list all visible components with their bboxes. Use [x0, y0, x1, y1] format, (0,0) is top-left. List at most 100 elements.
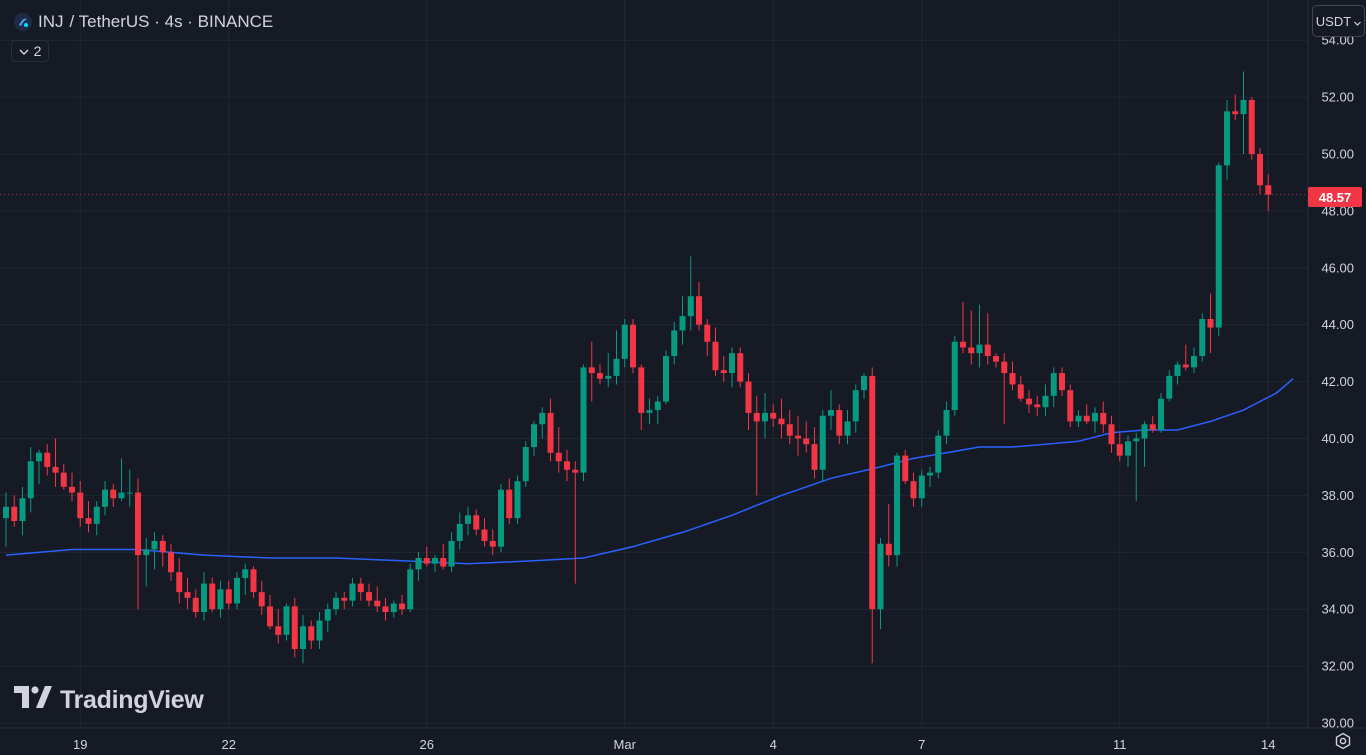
- candle-up: [1141, 421, 1148, 467]
- candle-body: [885, 543, 892, 556]
- candle-down: [564, 449, 570, 482]
- candle-up: [316, 612, 323, 650]
- candle-body: [102, 489, 108, 507]
- candle-body: [1199, 319, 1206, 356]
- candle-down: [341, 592, 348, 610]
- candle-up: [201, 572, 207, 621]
- price-tick-label: 40.00: [1321, 431, 1354, 446]
- candle-down: [960, 301, 966, 354]
- candle-down: [770, 404, 777, 428]
- candle-body: [778, 418, 785, 425]
- candle-body: [786, 424, 793, 436]
- candle-body: [1125, 441, 1131, 456]
- candle-up: [927, 466, 933, 487]
- candle-body: [1191, 355, 1197, 368]
- candle-body: [729, 353, 735, 374]
- candle-body: [861, 375, 867, 391]
- candle-down: [267, 594, 273, 630]
- candle-down: [753, 395, 760, 496]
- price-tick-label: 52.00: [1321, 90, 1354, 105]
- candle-body: [60, 472, 67, 487]
- candle-down: [69, 472, 75, 502]
- candle-body: [646, 410, 653, 413]
- candle-up: [1133, 432, 1140, 502]
- candle-down: [910, 472, 917, 507]
- candle-down: [572, 461, 579, 584]
- candle-body: [506, 489, 513, 519]
- tradingview-logo-icon: [14, 685, 52, 715]
- candle-body: [564, 461, 570, 470]
- candle-body: [1232, 111, 1239, 115]
- candle-body: [19, 498, 26, 522]
- candle-body: [927, 472, 933, 476]
- candle-up: [1125, 435, 1131, 467]
- candle-up: [143, 538, 150, 587]
- candle-up: [1050, 367, 1057, 408]
- candle-body: [811, 444, 818, 470]
- candle-up: [852, 384, 859, 433]
- candle-down: [275, 609, 282, 644]
- candle-down: [11, 495, 18, 527]
- candle-up: [1191, 347, 1197, 374]
- candle-down: [885, 503, 892, 567]
- last-price-label: 48.57: [1308, 187, 1362, 207]
- candle-body: [869, 375, 876, 610]
- symbol-header[interactable]: INJ / TetherUS · 4s · BINANCE: [14, 10, 273, 34]
- time-tick-label: 19: [73, 737, 87, 752]
- candle-body: [1034, 404, 1041, 408]
- currency-selector-button[interactable]: USDT: [1312, 5, 1365, 37]
- candle-down: [720, 355, 727, 382]
- candle-down: [1265, 173, 1272, 211]
- candle-down: [399, 594, 405, 615]
- candle-body: [225, 589, 232, 604]
- candle-body: [184, 592, 191, 598]
- candle-body: [159, 540, 166, 553]
- candle-down: [712, 327, 719, 376]
- candle-up: [102, 481, 108, 516]
- candle-body: [687, 296, 694, 317]
- candle-body: [69, 486, 75, 493]
- moving-average-line: [5, 378, 1294, 565]
- candle-up: [390, 600, 397, 618]
- candle-down: [1207, 293, 1214, 354]
- candle-down: [308, 620, 315, 650]
- candle-body: [795, 435, 801, 439]
- time-axis[interactable]: 19 22 26 Mar 4 7 11 14: [73, 737, 1275, 752]
- candle-down: [85, 501, 92, 533]
- candle-body: [1158, 398, 1164, 430]
- candle-body: [1001, 361, 1008, 374]
- candle-up: [605, 353, 612, 388]
- candle-down: [1083, 404, 1090, 425]
- indicators-toggle-button[interactable]: 2: [11, 40, 49, 62]
- price-tick-label: 36.00: [1321, 545, 1354, 560]
- candle-body: [1026, 398, 1032, 405]
- candle-body: [588, 367, 595, 374]
- candle-body: [960, 341, 966, 348]
- candle-body: [935, 435, 942, 473]
- candle-body: [1257, 154, 1263, 186]
- candle-body: [201, 583, 207, 613]
- tradingview-watermark[interactable]: TradingView: [14, 684, 204, 716]
- candle-body: [696, 296, 702, 325]
- candle-body: [514, 481, 521, 519]
- settings-button[interactable]: [1333, 732, 1353, 753]
- candle-body: [11, 506, 18, 522]
- candle-up: [580, 364, 587, 482]
- candle-up: [432, 555, 438, 573]
- candle-body: [1116, 444, 1123, 456]
- candle-body: [1050, 373, 1057, 396]
- candle-body: [638, 367, 645, 413]
- price-axis[interactable]: 30.00 32.00 34.00 36.00 38.00 40.00 42.00 44.00…: [1321, 33, 1354, 731]
- candle-up: [1075, 410, 1082, 428]
- candle-down: [357, 577, 364, 601]
- candle-down: [77, 481, 84, 527]
- candle-body: [844, 421, 851, 436]
- candle-body: [679, 316, 686, 331]
- candle-body: [803, 438, 810, 445]
- candle-up: [613, 330, 620, 385]
- candle-down: [44, 444, 51, 476]
- candle-body: [547, 412, 554, 453]
- candle-body: [1149, 424, 1156, 430]
- candle-down: [1100, 401, 1107, 433]
